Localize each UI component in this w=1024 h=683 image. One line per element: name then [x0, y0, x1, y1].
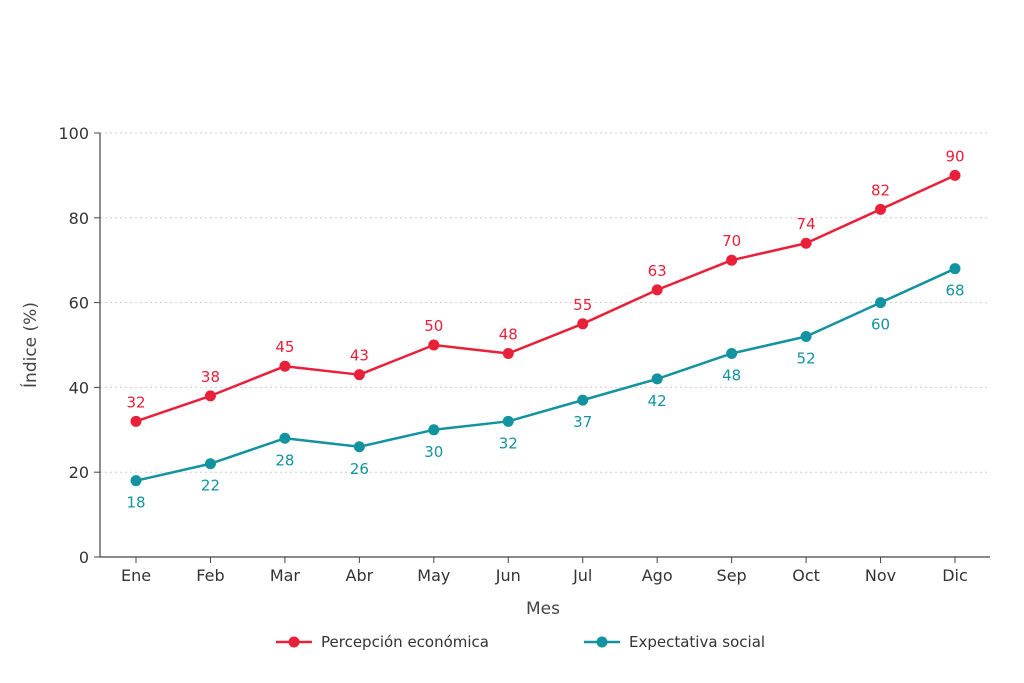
x-tick-label: Nov: [865, 566, 896, 585]
data-label: 32: [126, 393, 145, 411]
x-tick-label: Jun: [495, 566, 521, 585]
legend-label-2: Expectativa social: [629, 633, 765, 651]
data-point[interactable]: [353, 369, 365, 381]
legend: Percepción económica Expectativa social: [276, 633, 765, 651]
data-point[interactable]: [875, 297, 887, 309]
data-label: 22: [201, 477, 220, 495]
legend-swatch-marker-2: [596, 636, 608, 648]
x-tick-label: Sep: [717, 566, 747, 585]
data-point[interactable]: [651, 284, 663, 296]
data-point[interactable]: [726, 254, 738, 266]
data-point[interactable]: [130, 415, 142, 427]
data-label: 45: [275, 338, 294, 356]
x-tick-labels: Ene Feb Mar Abr May Jun Jul Ago Sep Oct Nov Dic: [121, 557, 968, 585]
x-tick-label: Mar: [270, 566, 301, 585]
data-point[interactable]: [428, 339, 440, 351]
data-label: 55: [573, 296, 592, 314]
grid-lines: [100, 132, 990, 473]
data-point[interactable]: [875, 203, 887, 215]
data-point[interactable]: [577, 318, 589, 330]
legend-item-2[interactable]: Expectativa social: [584, 633, 765, 651]
x-tick-label: May: [417, 566, 450, 585]
legend-label-1: Percepción económica: [321, 633, 489, 651]
y-tick-label: 0: [79, 548, 89, 567]
series: 32 38 45 43 50 48 55 63 70 74 82 90 18 22 28 26 30 32 37 42…: [126, 147, 964, 511]
data-label: 30: [424, 443, 443, 461]
data-point[interactable]: [949, 169, 961, 181]
data-label: 48: [722, 366, 741, 384]
data-label: 82: [871, 181, 890, 199]
axes: [99, 133, 990, 558]
data-point[interactable]: [949, 263, 961, 275]
data-point[interactable]: [726, 347, 738, 359]
series-line: [135, 267, 956, 482]
data-label: 32: [499, 434, 518, 452]
x-tick-label: Jul: [572, 566, 592, 585]
data-label: 50: [424, 317, 443, 335]
series-line: [135, 174, 956, 423]
x-tick-label: Ago: [642, 566, 673, 585]
data-point[interactable]: [353, 441, 365, 453]
data-label: 38: [201, 368, 220, 386]
x-tick-label: Abr: [346, 566, 374, 585]
y-tick-label: 60: [69, 294, 89, 313]
legend-item-1[interactable]: Percepción económica: [276, 633, 489, 651]
data-point[interactable]: [651, 373, 663, 385]
data-label: 74: [797, 215, 816, 233]
data-label: 42: [648, 392, 667, 410]
data-label: 52: [797, 350, 816, 368]
y-tick-label: 80: [69, 209, 89, 228]
data-label: 26: [350, 460, 369, 478]
y-axis-title: Índice (%): [19, 302, 41, 388]
data-label: 60: [871, 316, 890, 334]
data-point[interactable]: [130, 475, 142, 487]
data-label: 18: [126, 494, 145, 512]
data-label: 63: [648, 262, 667, 280]
x-tick-label: Dic: [942, 566, 968, 585]
data-point[interactable]: [502, 347, 514, 359]
legend-swatch-marker-1: [288, 636, 300, 648]
x-tick-label: Oct: [792, 566, 820, 585]
data-label: 37: [573, 413, 592, 431]
data-point[interactable]: [204, 458, 216, 470]
data-point[interactable]: [577, 394, 589, 406]
series-2: 18 22 28 26 30 32 37 42 48 52 60 68: [126, 263, 965, 512]
data-label: 70: [722, 232, 741, 250]
x-tick-label: Feb: [196, 566, 224, 585]
data-label: 68: [945, 282, 964, 300]
data-label: 28: [275, 451, 294, 469]
data-point[interactable]: [800, 331, 812, 343]
data-label: 48: [499, 325, 518, 343]
data-label: 43: [350, 347, 369, 365]
y-tick-labels: 0 20 40 60 80 100: [58, 124, 100, 567]
y-tick-label: 20: [69, 463, 89, 482]
x-tick-label: Ene: [121, 566, 151, 585]
x-axis-title: Mes: [526, 599, 560, 619]
data-point[interactable]: [204, 390, 216, 402]
data-point[interactable]: [279, 432, 291, 444]
data-point[interactable]: [428, 424, 440, 436]
series-1: 32 38 45 43 50 48 55 63 70 74 82 90: [126, 147, 965, 427]
y-tick-label: 100: [58, 124, 89, 143]
data-point[interactable]: [502, 415, 514, 427]
y-tick-label: 40: [69, 378, 89, 397]
data-label: 90: [945, 147, 964, 165]
data-point[interactable]: [279, 360, 291, 372]
data-point[interactable]: [800, 237, 812, 249]
